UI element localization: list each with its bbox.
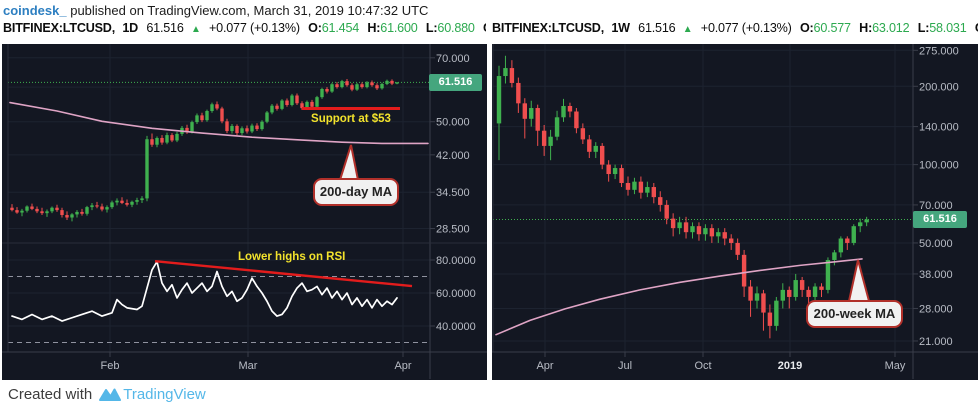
weekly-chart-panel[interactable]: 275.000 200.000 140.000 100.000 70.000 50.000… <box>492 44 978 380</box>
price-tick-label: 28.000 <box>919 303 953 315</box>
rsi-line <box>11 260 398 322</box>
support-annotation-text[interactable]: Support at $53 <box>311 113 391 125</box>
left-high-value: 61.600 <box>380 21 418 35</box>
time-tick-label: May <box>885 360 906 372</box>
left-high-label: H: <box>367 21 381 35</box>
time-tick-label: Mar <box>239 360 258 372</box>
left-interval: 1D <box>122 21 139 35</box>
price-tick-label: 140.000 <box>919 122 959 134</box>
left-low-value: 60.880 <box>437 21 475 35</box>
left-close-label: C: <box>483 21 486 35</box>
author-handle-link[interactable]: coindesk_ <box>3 3 67 18</box>
up-arrow-icon: ▲ <box>190 24 201 35</box>
last-price-badge: 61.516 <box>429 74 482 91</box>
left-change: +0.077 (+0.13%) <box>209 21 300 35</box>
time-axis: Feb Mar Apr <box>101 352 412 372</box>
rsi-tick-label: 60.0000 <box>436 288 476 300</box>
price-tick-label: 50.000 <box>919 238 953 250</box>
left-low-label: L: <box>425 21 438 35</box>
candlestick-series <box>10 79 399 222</box>
price-tick-label: 70.000 <box>919 200 953 212</box>
right-low-value: 58.031 <box>929 21 967 35</box>
right-symbol-header: BITFINEX:LTCUSD, 1W 61.516 ▲ +0.077 (+0.… <box>492 21 978 40</box>
rsi-tick-label: 80.0000 <box>436 255 476 267</box>
price-tick-label: 21.000 <box>919 336 953 348</box>
up-arrow-icon: ▲ <box>682 24 693 35</box>
price-tick-label: 50.000 <box>436 117 470 129</box>
left-open-label: O: <box>308 21 322 35</box>
right-symbol: BITFINEX:LTCUSD, <box>492 21 605 35</box>
left-last-price: 61.516 <box>146 21 184 35</box>
time-axis: Apr Jul Oct 2019 May <box>536 352 906 372</box>
right-last-price: 61.516 <box>638 21 676 35</box>
tradingview-logo-icon[interactable] <box>99 387 122 402</box>
price-tick-label: 42.000 <box>436 150 470 162</box>
left-open-value: 61.454 <box>321 21 360 35</box>
price-tick-label: 38.000 <box>919 269 953 281</box>
price-tick-label: 200.000 <box>919 81 959 93</box>
frame-layer <box>492 44 978 379</box>
callout-tail <box>847 259 871 302</box>
time-tick-label: Apr <box>536 360 553 372</box>
rsi-tick-label: 40.0000 <box>436 321 476 333</box>
ma-200-week-line <box>495 258 863 336</box>
created-with-text: Created with <box>8 386 93 403</box>
attribution-text: published on TradingView.com, March 31, … <box>70 3 429 18</box>
frame-layer <box>2 44 487 379</box>
price-tick-label: 28.500 <box>436 224 470 236</box>
right-open-value: 60.577 <box>813 21 852 35</box>
right-interval: 1W <box>611 21 630 35</box>
time-tick-label: 2019 <box>778 360 802 372</box>
ma-200-day-line <box>9 101 429 145</box>
200-week-ma-callout[interactable]: 200-week MA <box>806 300 903 328</box>
attribution-line: coindesk_ published on TradingView.com, … <box>3 3 428 18</box>
right-open-label: O: <box>799 21 814 35</box>
price-tick-label: 70.000 <box>436 53 470 65</box>
rsi-annotation-text[interactable]: Lower highs on RSI <box>238 251 346 263</box>
tradingview-link[interactable]: TradingView <box>123 386 206 403</box>
support-trendline[interactable] <box>302 107 400 110</box>
rsi-lower-highs-trendline[interactable] <box>154 259 413 288</box>
right-high-label: H: <box>859 21 873 35</box>
right-change: +0.077 (+0.13%) <box>700 21 792 35</box>
callout-tail <box>338 144 360 181</box>
weekly-chart-canvas: 275.000 200.000 140.000 100.000 70.000 50.000… <box>492 44 978 379</box>
grid-layer <box>493 44 913 352</box>
left-symbol: BITFINEX:LTCUSD, <box>3 21 116 35</box>
time-tick-label: Apr <box>394 360 411 372</box>
footer-attribution: Created with TradingView <box>8 386 206 403</box>
time-tick-label: Jul <box>618 360 632 372</box>
grid-layer <box>8 44 430 352</box>
last-price-badge: 61.516 <box>913 211 967 228</box>
left-symbol-header: BITFINEX:LTCUSD, 1D 61.516 ▲ +0.077 (+0.… <box>3 21 486 40</box>
price-axis: 275.000 200.000 140.000 100.000 70.000 50.000… <box>913 45 959 348</box>
time-tick-label: Oct <box>694 360 711 372</box>
price-tick-label: 100.000 <box>919 160 959 172</box>
right-low-label: L: <box>917 21 930 35</box>
right-close-label: C: <box>975 21 978 35</box>
candlestick-series <box>496 55 869 339</box>
200-day-ma-callout[interactable]: 200-day MA <box>313 178 399 206</box>
daily-chart-canvas: 70.00060.00050.00042.00034.50028.50080.0… <box>2 44 487 379</box>
price-axis: 70.00060.00050.00042.00034.50028.50080.0… <box>430 53 476 333</box>
price-tick-label: 34.500 <box>436 187 470 199</box>
price-tick-label: 275.000 <box>919 45 959 57</box>
daily-chart-panel[interactable]: 70.00060.00050.00042.00034.50028.50080.0… <box>2 44 487 380</box>
time-tick-label: Feb <box>101 360 120 372</box>
right-high-value: 63.012 <box>872 21 910 35</box>
